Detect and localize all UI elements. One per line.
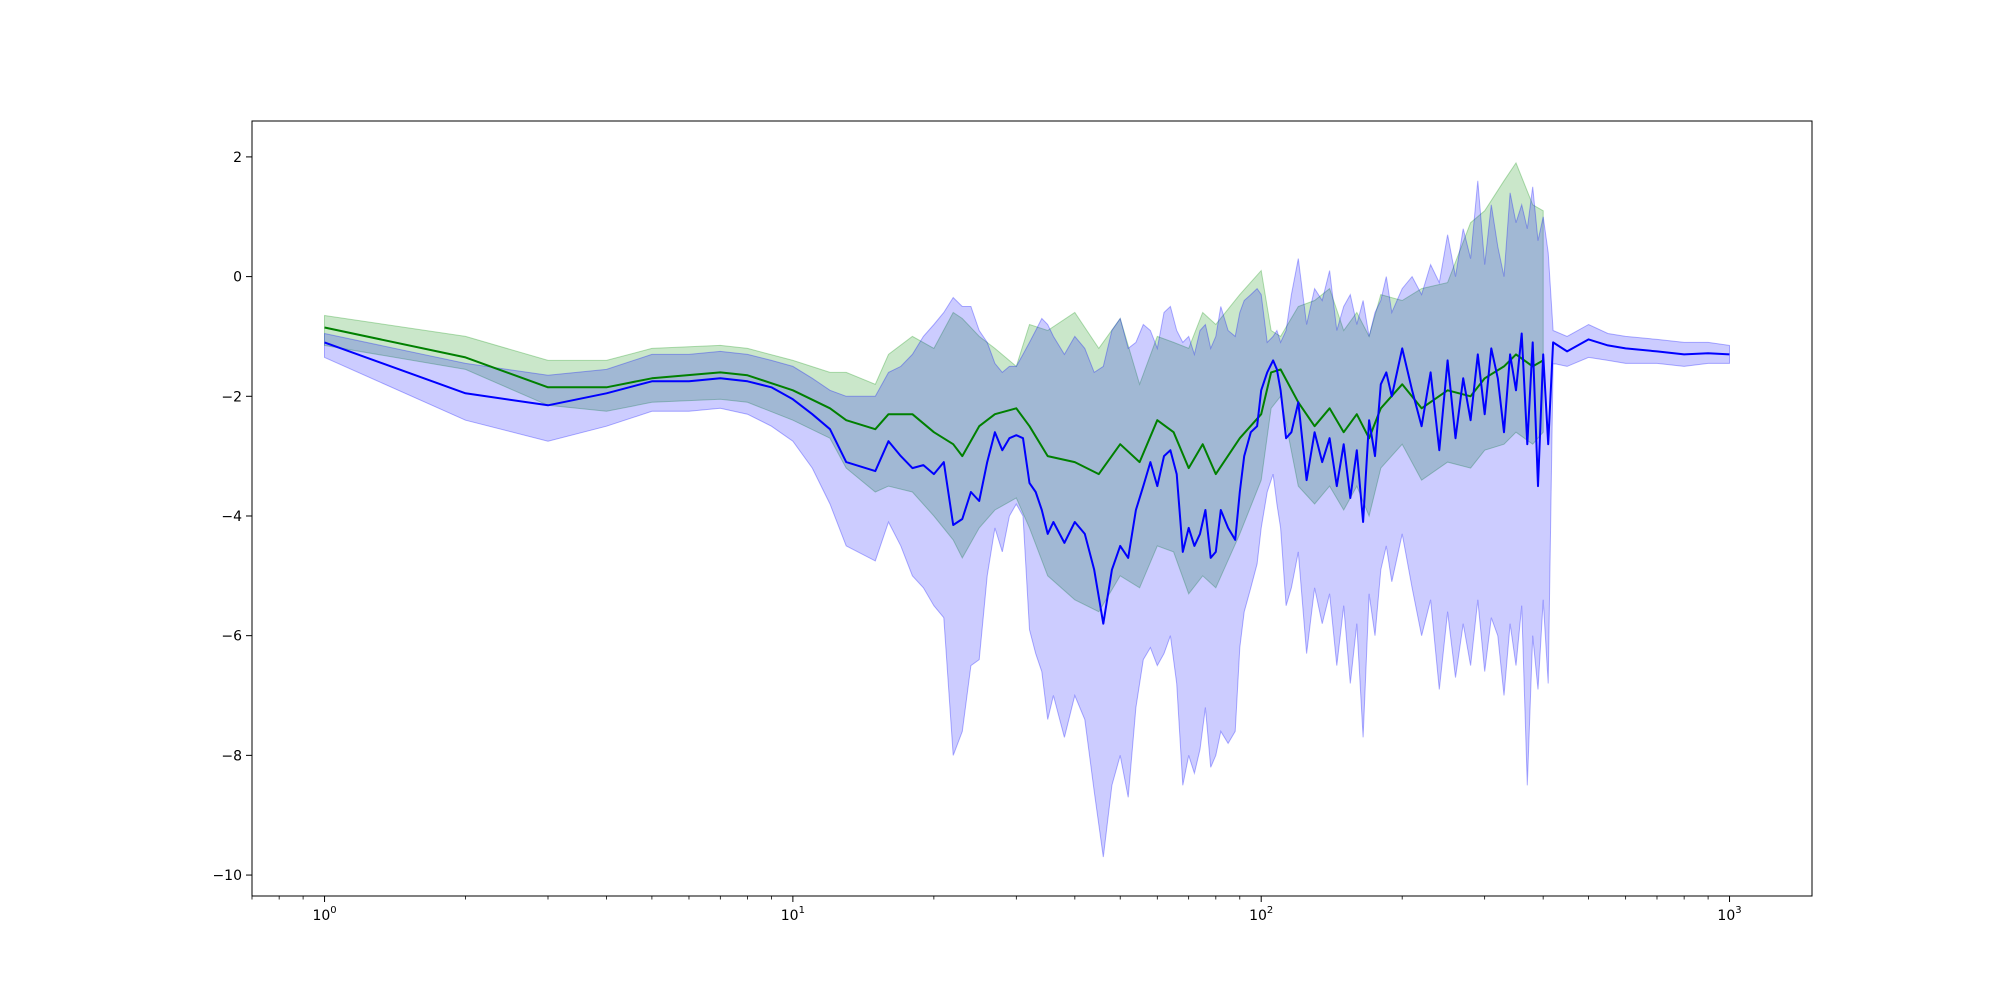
y-tick-label-3: −4 xyxy=(221,509,242,525)
y-tick-label-0: 2 xyxy=(233,150,242,166)
series-1-band xyxy=(324,180,1730,858)
x-tick-label-0: 100 xyxy=(312,905,336,924)
plot-frame xyxy=(251,120,1813,897)
y-axis: 2 0 −2 −4 −6 −8 −10 xyxy=(212,150,252,884)
x-tick-label-3: 103 xyxy=(1717,905,1741,924)
y-tick-label-6: −10 xyxy=(212,868,242,884)
x-tick-label-2: 102 xyxy=(1249,905,1273,924)
series-1-line xyxy=(324,332,1730,625)
series-0-line xyxy=(324,326,1544,476)
series-lines xyxy=(324,326,1730,625)
x-tick-label-1: 101 xyxy=(781,905,805,924)
y-tick-label-2: −2 xyxy=(221,389,242,405)
y-tick-label-5: −8 xyxy=(221,748,242,764)
y-tick-label-4: −6 xyxy=(221,629,242,645)
y-tick-label-1: 0 xyxy=(233,270,242,286)
x-axis: 100 101 102 103 xyxy=(251,896,1742,924)
